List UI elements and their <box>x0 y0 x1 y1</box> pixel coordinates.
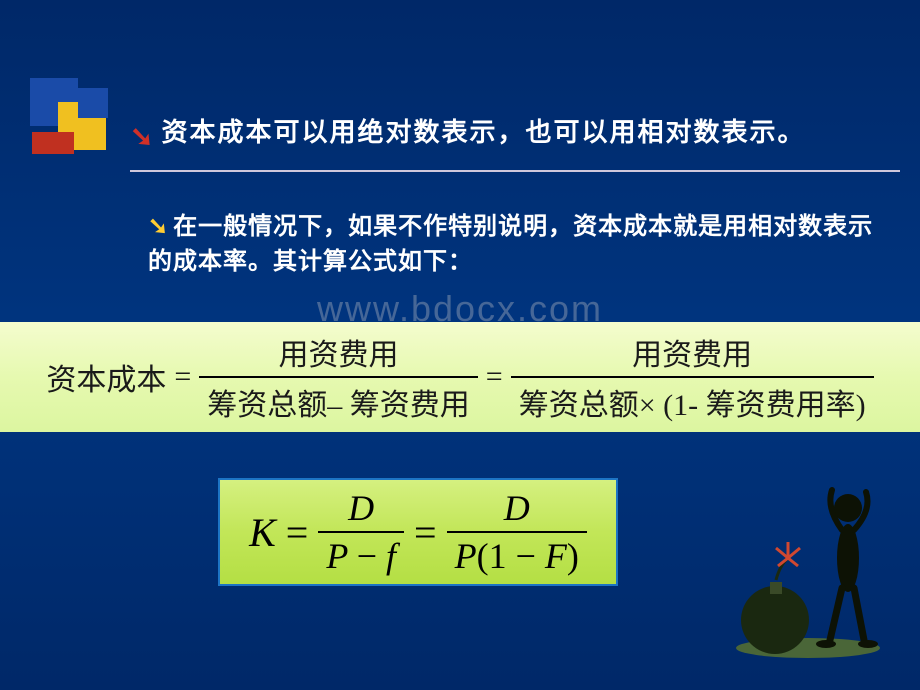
slide-body: ➘在一般情况下，如果不作特别说明，资本成本就是用相对数表示的成本率。其计算公式如… <box>148 210 880 280</box>
fraction-4: D P(1 − F) <box>447 485 587 579</box>
equals: = <box>414 509 437 556</box>
equals: = <box>174 360 191 394</box>
equals: = <box>286 509 309 556</box>
formula-1: 资本成本 = 用资费用 筹资总额– 筹资费用 = 用资费用 筹资总额× (1- … <box>46 328 873 426</box>
formula-lhs: 资本成本 <box>46 355 166 399</box>
clipart-figure-bomb <box>730 480 890 660</box>
fraction-2: 用资费用 筹资总额× (1- 筹资费用率) <box>511 328 874 426</box>
slide-title: 资本成本可以用绝对数表示，也可以用相对数表示。 <box>161 118 805 147</box>
slide-logo <box>30 78 130 168</box>
body-text: 在一般情况下，如果不作特别说明，资本成本就是用相对数表示的成本率。其计算公式如下… <box>148 214 873 275</box>
formula-box-2: K = D P − f = D P(1 − F) <box>218 478 618 586</box>
arrow-icon: ➘ <box>148 210 169 245</box>
fraction-3: D P − f <box>318 485 404 579</box>
divider <box>130 170 900 172</box>
arrow-icon: ➘ <box>130 120 153 154</box>
equals: = <box>486 360 503 394</box>
formula-2: K = D P − f = D P(1 − F) <box>249 485 587 579</box>
var-K: K <box>249 509 276 556</box>
slide-header: ➘ 资本成本可以用绝对数表示，也可以用相对数表示。 <box>130 112 900 172</box>
fraction-1: 用资费用 筹资总额– 筹资费用 <box>199 328 478 426</box>
formula-box-1: 资本成本 = 用资费用 筹资总额– 筹资费用 = 用资费用 筹资总额× (1- … <box>0 322 920 432</box>
